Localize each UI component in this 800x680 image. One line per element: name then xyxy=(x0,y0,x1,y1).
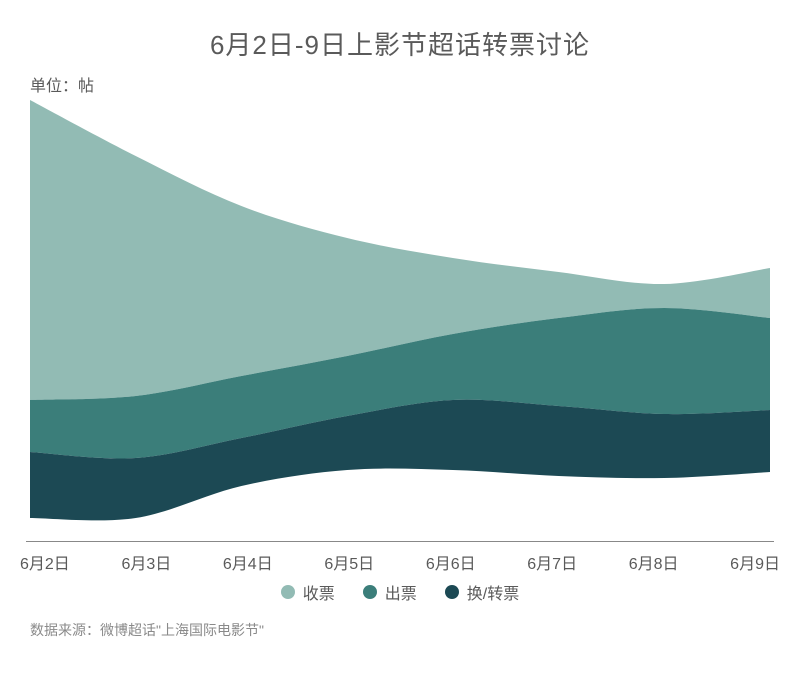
legend-swatch xyxy=(363,585,377,599)
legend-item: 收票 xyxy=(281,580,335,604)
x-tick-label: 6月6日 xyxy=(426,550,476,574)
legend-label: 收票 xyxy=(303,580,335,604)
x-tick-label: 6月3日 xyxy=(121,550,171,574)
stream-chart-svg xyxy=(30,100,770,540)
legend-label: 出票 xyxy=(385,580,417,604)
source-label: 数据来源：微博超话"上海国际电影节" xyxy=(30,620,264,640)
chart-title: 6月2日-9日上影节超话转票讨论 xyxy=(0,25,800,62)
legend-item: 出票 xyxy=(363,580,417,604)
x-tick-label: 6月4日 xyxy=(223,550,273,574)
x-tick-label: 6月8日 xyxy=(629,550,679,574)
x-tick-label: 6月5日 xyxy=(324,550,374,574)
legend-item: 换/转票 xyxy=(445,580,519,604)
plot-area xyxy=(30,100,770,540)
x-tick-label: 6月9日 xyxy=(730,550,780,574)
legend-swatch xyxy=(445,585,459,599)
chart-container: 6月2日-9日上影节超话转票讨论 单位：帖 6月2日6月3日6月4日6月5日6月… xyxy=(0,0,800,680)
unit-label: 单位：帖 xyxy=(30,72,94,96)
legend: 收票 出票 换/转票 xyxy=(30,580,770,604)
legend-swatch xyxy=(281,585,295,599)
x-axis-labels: 6月2日 6月3日 6月4日 6月5日 6月6日 6月7日 6月8日 6月9日 xyxy=(20,550,780,574)
legend-label: 换/转票 xyxy=(467,580,519,604)
x-tick-label: 6月2日 xyxy=(20,550,70,574)
x-axis-baseline xyxy=(26,541,774,542)
x-tick-label: 6月7日 xyxy=(527,550,577,574)
